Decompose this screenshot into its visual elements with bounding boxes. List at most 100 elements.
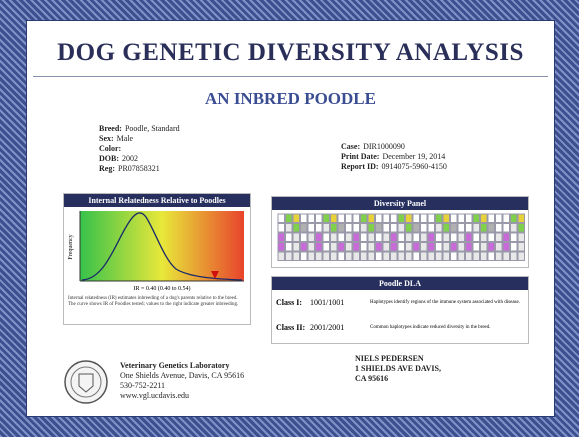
grid-cell [277, 251, 285, 261]
grid-cell [442, 232, 450, 242]
grid-cell [405, 223, 413, 233]
grid-cell [457, 242, 465, 252]
grid-cell [330, 213, 338, 223]
grid-cell [457, 223, 465, 233]
grid-cell [330, 242, 338, 252]
grid-cell [405, 251, 413, 261]
grid-cell [300, 242, 308, 252]
grid-cell [412, 251, 420, 261]
grid-cell [360, 251, 368, 261]
panel-title: Diversity Panel [272, 197, 528, 210]
grid-cell [382, 232, 390, 242]
grid-cell [472, 242, 480, 252]
grid-cell [390, 242, 398, 252]
grid-cell [307, 232, 315, 242]
dla-note: Common haplotypes indicate reduced diver… [370, 324, 491, 330]
lab-phone: 530-752-2211 [120, 381, 166, 390]
grid-cell [307, 223, 315, 233]
grid-cell [352, 232, 360, 242]
grid-cell [435, 213, 443, 223]
certificate: DOG GENETIC DIVERSITY ANALYSIS AN INBRED… [26, 20, 555, 417]
grid-cell [337, 232, 345, 242]
panel-title: Internal Relatedness Relative to Poodles [64, 194, 250, 207]
owner-city: CA 95616 [355, 374, 389, 383]
diversity-grid [277, 213, 525, 261]
grid-cell [375, 223, 383, 233]
grid-cell [360, 223, 368, 233]
grid-cell [472, 223, 480, 233]
grid-cell [285, 213, 293, 223]
grid-cell [345, 223, 353, 233]
dog-marker [211, 271, 219, 279]
grid-cell [412, 232, 420, 242]
grid-cell [285, 242, 293, 252]
grid-cell [375, 232, 383, 242]
grid-cell [390, 223, 398, 233]
grid-cell [495, 213, 503, 223]
grid-cell [517, 223, 525, 233]
field: Report ID: 0914075-5960-4150 [341, 162, 447, 172]
grid-cell [495, 251, 503, 261]
owner-info: NIELS PEDERSEN 1 SHIELDS AVE DAVIS, CA 9… [355, 354, 441, 384]
grid-cell [322, 223, 330, 233]
grid-cell [420, 242, 428, 252]
field-label: Report ID: [341, 162, 379, 171]
field-label: Breed: [99, 124, 122, 133]
grid-cell [435, 242, 443, 252]
field: Breed: Poodle, Standard [99, 124, 180, 134]
grid-cell [292, 251, 300, 261]
grid-cell [397, 251, 405, 261]
grid-cell [352, 223, 360, 233]
grid-cell [472, 251, 480, 261]
grid-cell [510, 232, 518, 242]
grid-cell [442, 251, 450, 261]
grid-cell [322, 242, 330, 252]
lab-web: www.vgl.ucdavis.edu [120, 391, 190, 400]
grid-cell [382, 213, 390, 223]
grid-cell [337, 213, 345, 223]
dla-value: 2001/2001 [310, 323, 345, 332]
grid-cell [442, 213, 450, 223]
grid-cell [352, 242, 360, 252]
grid-cell [322, 213, 330, 223]
grid-cell [397, 213, 405, 223]
grid-cell [442, 242, 450, 252]
field: Color: [99, 144, 180, 154]
grid-cell [382, 242, 390, 252]
field: Reg: PR07858321 [99, 164, 180, 174]
divider [33, 76, 548, 77]
grid-cell [382, 223, 390, 233]
grid-cell [450, 251, 458, 261]
y-label: Frequency [68, 234, 74, 259]
grid-cell [390, 232, 398, 242]
grid-cell [345, 242, 353, 252]
grid-cell [472, 232, 480, 242]
case-info: Case: DIR1000090 Print Date: December 19, 2… [341, 142, 447, 172]
grid-cell [322, 251, 330, 261]
grid-cell [442, 223, 450, 233]
grid-cell [457, 213, 465, 223]
field: Sex: Male [99, 134, 180, 144]
grid-cell [480, 213, 488, 223]
grid-cell [420, 223, 428, 233]
grid-cell [517, 242, 525, 252]
field-label: Sex: [99, 134, 114, 143]
grid-cell [480, 223, 488, 233]
grid-cell [465, 223, 473, 233]
grid-cell [285, 223, 293, 233]
grid-cell [330, 232, 338, 242]
grid-cell [315, 251, 323, 261]
grid-cell [277, 223, 285, 233]
grid-cell [450, 232, 458, 242]
grid-cell [375, 213, 383, 223]
grid-cell [292, 242, 300, 252]
grid-cell [465, 242, 473, 252]
grid-cell [450, 223, 458, 233]
field-value: PR07858321 [118, 164, 160, 173]
grid-cell [450, 242, 458, 252]
grid-cell [307, 242, 315, 252]
grid-cell [495, 232, 503, 242]
owner-street: 1 SHIELDS AVE DAVIS, [355, 364, 441, 373]
grid-cell [315, 232, 323, 242]
grid-cell [412, 213, 420, 223]
